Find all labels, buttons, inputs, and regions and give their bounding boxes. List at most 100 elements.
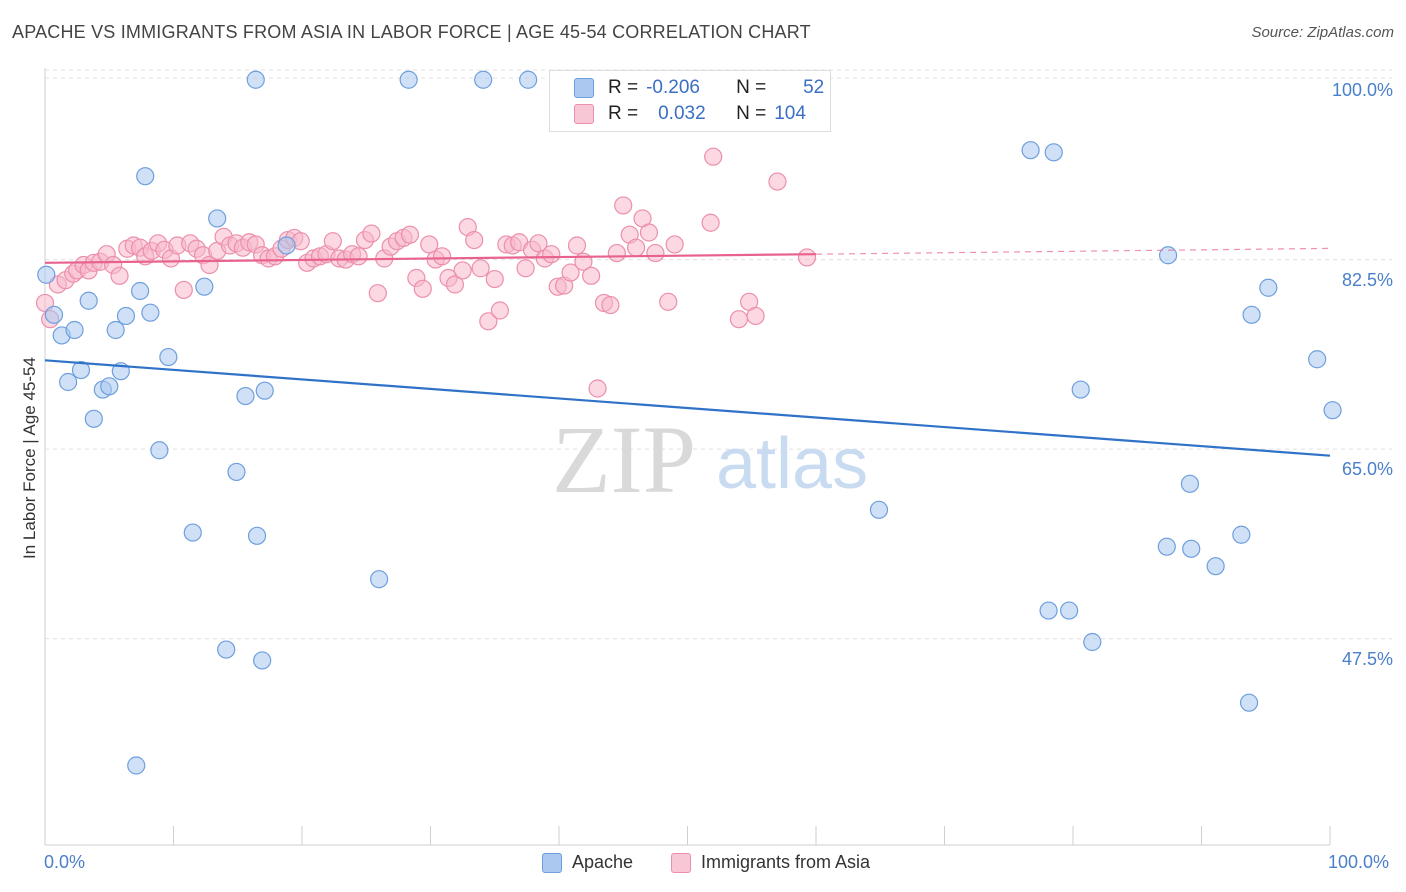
- asia-point: [797, 248, 817, 267]
- asia-point: [582, 266, 601, 285]
- asia-point: [588, 379, 607, 398]
- apache-point: [869, 500, 889, 519]
- apache-point: [183, 523, 202, 542]
- apache-swatch: [574, 78, 594, 98]
- asia-point: [601, 295, 620, 315]
- asia-point: [646, 243, 665, 263]
- asia-point: [413, 279, 432, 298]
- x-tick-label-max: 100.0%: [1328, 852, 1390, 872]
- bottom-legend-apache-label: Apache: [572, 852, 634, 872]
- apache-point: [159, 347, 178, 367]
- asia-point: [490, 301, 509, 320]
- watermark-zip: ZIP: [552, 406, 696, 513]
- asia-point: [471, 259, 490, 278]
- apache-point: [1039, 601, 1058, 620]
- y-tick-label: 47.5%: [1341, 648, 1393, 669]
- apache-point: [71, 360, 91, 380]
- y-tick-label: 82.5%: [1341, 269, 1393, 290]
- y-axis-title: In Labor Force | Age 45-54: [20, 357, 39, 559]
- asia-point: [561, 263, 580, 282]
- asia-point: [701, 213, 720, 232]
- apache-point: [37, 265, 56, 284]
- apache-point: [1323, 401, 1342, 420]
- apache-point: [1021, 141, 1040, 160]
- legend-apache-n: 52: [803, 77, 825, 98]
- asia-point: [432, 247, 452, 266]
- apache-point: [1044, 143, 1063, 162]
- apache-point: [84, 409, 103, 428]
- apache-point: [1083, 632, 1102, 652]
- asia-point: [614, 196, 633, 215]
- asia-point: [665, 235, 684, 254]
- legend-row-asia: R = 0.032 N = 104: [574, 103, 814, 125]
- legend-r-label: R =: [608, 103, 639, 124]
- trend-lines: [44, 247, 1331, 457]
- bottom-legend-asia-label: Immigrants from Asia: [701, 852, 871, 872]
- apache-point: [1206, 557, 1225, 576]
- asia-point: [453, 261, 472, 280]
- apache-point: [1242, 305, 1261, 324]
- asia-point: [607, 243, 626, 263]
- apache-point: [1071, 380, 1090, 399]
- asia-point: [639, 223, 659, 242]
- asia-point: [746, 306, 765, 326]
- bottom-legend-apache: Apache: [542, 852, 633, 873]
- apache-point: [1232, 525, 1251, 544]
- asia-point: [729, 310, 749, 329]
- apache-point: [79, 291, 98, 310]
- apache-point: [195, 277, 214, 296]
- legend-r-label: R =: [608, 77, 639, 98]
- asia-point: [542, 245, 561, 264]
- asia-point: [768, 172, 787, 191]
- apache-point: [1060, 601, 1079, 620]
- asia-point: [529, 234, 548, 253]
- asia-point: [368, 284, 387, 303]
- asia-point: [626, 238, 646, 257]
- legend-asia-r: 0.032: [658, 103, 706, 124]
- legend-row-apache: R = -0.206 N = 52: [574, 77, 824, 99]
- asia-point: [420, 235, 439, 254]
- x-axis-ticks: [44, 826, 1331, 845]
- apache-point: [399, 70, 418, 89]
- correlation-legend: R = -0.206 N = 52 R = 0.032 N = 104: [549, 70, 831, 132]
- apache-point: [116, 306, 136, 326]
- apache-point: [208, 209, 227, 228]
- asia-point: [479, 312, 498, 331]
- source-label: Source: ZipAtlas.com: [1251, 24, 1394, 41]
- asia-point: [445, 275, 465, 294]
- asia-point: [516, 259, 535, 278]
- asia-point: [567, 236, 587, 255]
- apache-point: [1157, 537, 1176, 556]
- chart-title: APACHE VS IMMIGRANTS FROM ASIA IN LABOR …: [12, 22, 811, 42]
- apache-point: [1259, 278, 1278, 297]
- apache-point: [1158, 246, 1178, 265]
- apache-point: [65, 320, 84, 340]
- y-tick-label: 100.0%: [1331, 80, 1393, 100]
- asia-swatch: [574, 104, 594, 124]
- apache-point: [1239, 693, 1259, 712]
- asia-trend-line: [44, 253, 817, 264]
- asia-point: [704, 147, 723, 166]
- watermark-atlas: atlas: [716, 424, 868, 504]
- asia-point: [465, 230, 484, 250]
- apache-point: [100, 377, 119, 396]
- asia-point: [362, 224, 381, 243]
- y-tick-label: 65.0%: [1341, 459, 1393, 480]
- apache-point: [59, 372, 78, 392]
- apache-point: [106, 320, 125, 340]
- apache-point: [236, 386, 255, 406]
- legend-n-label: N =: [736, 77, 767, 98]
- apache-point: [141, 303, 160, 322]
- legend-n-label: N =: [736, 103, 767, 124]
- asia-swatch: [671, 852, 691, 873]
- asia-point: [323, 232, 342, 251]
- apache-point: [150, 441, 169, 460]
- apache-point: [1182, 539, 1201, 558]
- apache-series: [37, 70, 1342, 775]
- bottom-legend-asia: Immigrants from Asia: [671, 852, 870, 873]
- asia-point: [349, 247, 368, 266]
- legend-asia-n: 104: [774, 103, 806, 124]
- apache-point: [246, 70, 265, 89]
- apache-point: [474, 70, 493, 89]
